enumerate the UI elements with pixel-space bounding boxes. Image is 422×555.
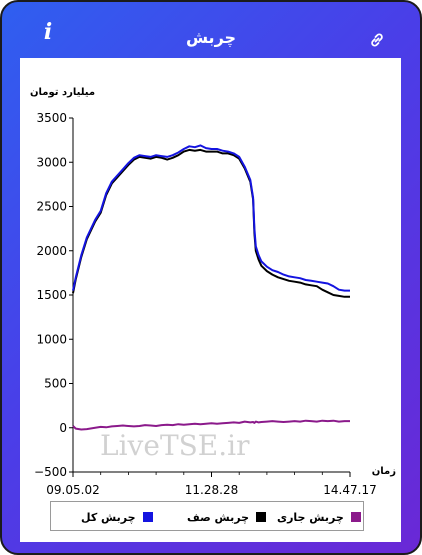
line-chart: −500 0 500 1000 1500 2000 2500 3000 3500 09.05.02… [30,87,396,497]
chart-legend: چربش کل چربش صف چربش جاری [50,501,364,531]
x-axis-label: زمان [372,466,396,477]
legend-item-total: چربش کل [81,509,153,525]
info-icon[interactable]: i [43,19,53,45]
legend-item-queue: چربش صف [187,509,267,525]
y-tick-label: 1500 [36,288,67,302]
chart-panel: −500 0 500 1000 1500 2000 2500 3000 3500 09.05.02… [20,58,401,542]
y-tick-label: 3500 [36,111,67,125]
legend-swatch-current [350,512,361,522]
y-tick-label: 2500 [36,200,67,214]
legend-item-current: چربش جاری [277,509,361,525]
page-title: چربش [185,28,237,47]
link-icon[interactable] [368,31,386,49]
x-tick-label: 09.05.02 [46,483,99,497]
legend-swatch-total [142,512,153,522]
watermark: LiveTSE.ir [100,429,250,462]
legend-label-queue: چربش صف [187,510,250,524]
x-tick-label: 14.47.17 [323,483,376,497]
header: i چربش [2,2,420,58]
y-tick-label: 1000 [36,332,67,346]
legend-swatch-queue [256,512,267,522]
series-line-current [72,419,350,431]
x-tick-label: 11.28.28 [185,483,238,497]
y-tick-label: 0 [59,421,67,435]
y-tick-label: 500 [44,377,67,391]
legend-label-total: چربش کل [81,510,136,524]
y-tick-label: 2000 [36,244,67,258]
series-line-total [72,144,350,292]
y-axis-label: میلیارد تومان [30,87,95,98]
y-tick-label: −500 [34,465,67,479]
legend-label-current: چربش جاری [277,510,344,524]
series-line-queue [72,148,350,298]
y-tick-label: 3000 [36,155,67,169]
